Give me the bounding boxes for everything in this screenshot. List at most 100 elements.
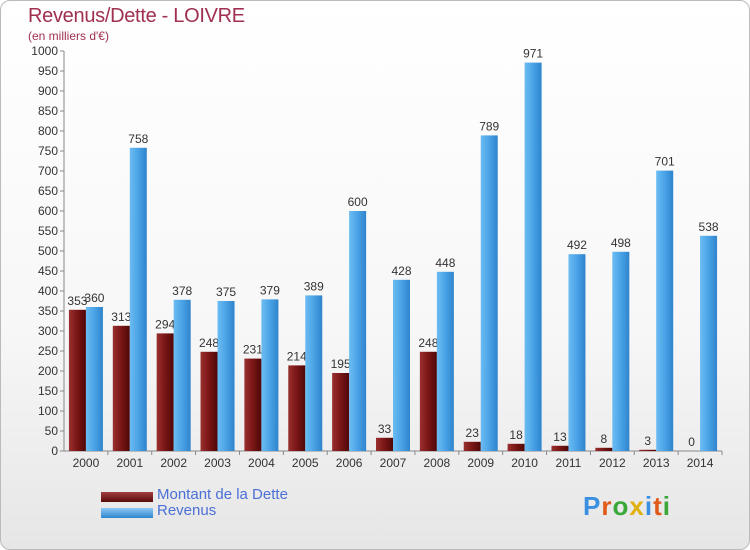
bar-revenus	[480, 135, 498, 451]
legend-label-revenus: Revenus	[157, 502, 217, 519]
y-tick-label: 200	[38, 364, 58, 378]
data-label-dette: 13	[553, 430, 567, 444]
logo-letter: i	[662, 491, 671, 521]
y-tick-label: 50	[45, 424, 59, 438]
bar-revenus	[436, 271, 454, 451]
data-label-dette: 0	[688, 435, 695, 449]
bar-revenus	[349, 211, 367, 451]
data-label-revenus: 448	[435, 256, 455, 270]
y-tick-label: 0	[51, 444, 58, 458]
y-tick-label: 400	[38, 284, 58, 298]
y-tick-label: 800	[38, 124, 58, 138]
bar-dette	[376, 437, 393, 451]
data-label-revenus: 789	[479, 119, 499, 133]
data-label-dette: 353	[67, 294, 87, 308]
data-label-revenus: 498	[611, 236, 631, 250]
data-label-revenus: 758	[128, 132, 148, 146]
y-tick-label: 900	[38, 84, 58, 98]
bar-revenus	[700, 235, 718, 451]
x-tick-label: 2000	[73, 456, 100, 470]
y-tick-label: 700	[38, 164, 58, 178]
bar-dette	[288, 365, 306, 451]
logo-letter: i	[644, 491, 654, 521]
logo-letter: t	[653, 491, 663, 521]
chart-subtitle: (en milliers d'€)	[28, 29, 109, 43]
logo-letter: x	[629, 491, 645, 521]
legend-swatch-dette	[101, 492, 153, 502]
data-label-dette: 294	[155, 317, 175, 331]
data-label-revenus: 360	[84, 291, 104, 305]
data-label-revenus: 428	[391, 264, 411, 278]
data-label-revenus: 378	[172, 284, 192, 298]
data-label-dette: 195	[331, 357, 351, 371]
y-tick-label: 250	[38, 344, 58, 358]
bar-revenus	[129, 147, 147, 452]
x-tick-label: 2002	[160, 456, 187, 470]
y-tick-label: 450	[38, 264, 58, 278]
x-tick-label: 2007	[380, 456, 407, 470]
legend-swatch-revenus	[101, 508, 153, 518]
bar-revenus	[85, 307, 103, 451]
y-tick-label: 350	[38, 304, 58, 318]
bar-dette	[332, 373, 350, 451]
data-label-dette: 231	[243, 343, 263, 357]
data-label-revenus: 701	[655, 155, 675, 169]
bar-dette	[595, 447, 613, 451]
x-tick-label: 2013	[643, 456, 670, 470]
y-tick-label: 850	[38, 104, 58, 118]
data-label-revenus: 600	[348, 195, 368, 209]
x-tick-label: 2008	[424, 456, 451, 470]
data-label-dette: 248	[199, 336, 219, 350]
chart-title: Revenus/Dette - LOIVRE	[28, 5, 245, 27]
y-tick-label: 100	[38, 404, 58, 418]
y-tick-label: 650	[38, 184, 58, 198]
data-label-dette: 3	[644, 434, 651, 448]
bar-dette	[419, 351, 437, 451]
bar-revenus	[393, 279, 410, 451]
bar-revenus	[261, 299, 279, 451]
x-tick-label: 2006	[336, 456, 363, 470]
data-label-dette: 33	[378, 422, 392, 436]
y-tick-label: 150	[38, 384, 58, 398]
bar-dette	[463, 441, 481, 451]
bar-dette	[112, 325, 130, 451]
bar-revenus	[217, 301, 235, 451]
data-label-revenus: 379	[260, 283, 280, 297]
data-label-dette: 313	[111, 310, 131, 324]
data-label-dette: 214	[287, 349, 307, 363]
data-label-revenus: 492	[567, 238, 587, 252]
bar-dette	[200, 351, 218, 451]
x-tick-label: 2004	[248, 456, 275, 470]
bar-dette	[507, 443, 525, 451]
x-tick-label: 2005	[292, 456, 319, 470]
y-tick-label: 600	[38, 204, 58, 218]
bar-dette	[639, 449, 657, 451]
y-tick-label: 750	[38, 144, 58, 158]
y-tick-label: 950	[38, 64, 58, 78]
logo-letter: P	[583, 491, 602, 521]
x-tick-label: 2010	[511, 456, 538, 470]
x-tick-label: 2011	[556, 456, 582, 470]
bar-revenus	[612, 251, 630, 451]
bar-dette	[68, 309, 86, 451]
logo-letter: o	[612, 491, 630, 521]
data-label-dette: 23	[466, 426, 480, 440]
data-label-dette: 248	[418, 336, 438, 350]
data-label-revenus: 375	[216, 285, 236, 299]
legend-label-dette: Montant de la Dette	[157, 486, 288, 503]
x-tick-label: 2001	[116, 456, 143, 470]
data-label-revenus: 538	[699, 220, 719, 234]
y-tick-label: 500	[38, 244, 58, 258]
data-label-revenus: 971	[523, 47, 543, 61]
y-tick-label: 1000	[31, 44, 58, 58]
y-tick-label: 550	[38, 224, 58, 238]
data-label-dette: 8	[600, 432, 607, 446]
bar-dette	[551, 445, 569, 451]
logo-letter: r	[601, 491, 613, 521]
bar-revenus	[305, 295, 323, 451]
x-tick-label: 2009	[467, 456, 494, 470]
data-label-revenus: 389	[304, 279, 324, 293]
x-tick-label: 2003	[204, 456, 231, 470]
